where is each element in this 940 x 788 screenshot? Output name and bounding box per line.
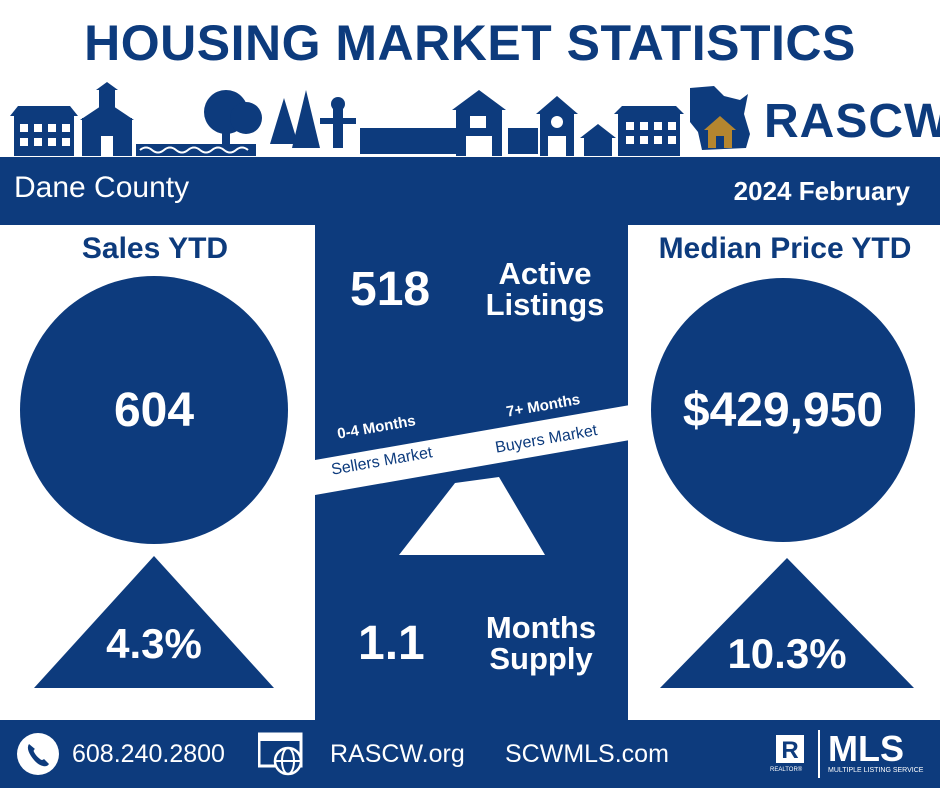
realtor-r-icon: R [776,735,804,764]
brand-name: RASCW [764,95,940,148]
active-listings-line1: Active [498,256,592,291]
active-listings-value: 518 [350,263,431,316]
page-title: HOUSING MARKET STATISTICS [84,15,856,71]
town-skyline-illustration [10,82,684,156]
sales-change: 4.3% [106,620,202,667]
median-price-circle: $429,950 [651,278,915,542]
period-label: 2024 February [733,176,910,206]
median-price-heading: Median Price YTD [658,232,912,265]
svg-text:R: R [781,737,798,764]
sales-value: 604 [113,383,195,437]
web-icon[interactable] [258,731,306,777]
months-supply-label: Months Supply [466,612,616,674]
phone-icon[interactable] [16,732,60,776]
months-supply-line1: Months [485,610,597,645]
website-scwmls[interactable]: SCWMLS.com [505,740,669,768]
mls-subtitle: MULTIPLE LISTING SERVICE [828,767,924,774]
mls-title: MLS [828,728,904,769]
price-change: 10.3% [727,630,847,677]
website-rascw[interactable]: RASCW.org [330,740,465,768]
wisconsin-house-icon [690,86,750,150]
sales-value-circle: 604 [20,276,288,544]
median-price-value: $429,950 [682,383,884,437]
active-listings-label: Active Listings [470,258,620,320]
scale-fulcrum [399,477,545,555]
active-listings-line2: Listings [485,287,605,322]
months-supply-line2: Supply [489,641,593,676]
months-supply-value: 1.1 [358,617,425,670]
sales-change-triangle: 4.3% [34,556,274,688]
price-change-triangle: 10.3% [660,558,914,688]
phone-number[interactable]: 608.240.2800 [72,740,225,768]
realtor-mark: REALTOR® [770,767,803,773]
scale-beam [315,405,630,495]
sales-heading: Sales YTD [81,232,229,265]
rascw-logo: RASCW [684,80,940,160]
location-label: Dane County [14,171,190,204]
market-balance-scale [315,405,630,555]
logo-divider [818,730,820,778]
